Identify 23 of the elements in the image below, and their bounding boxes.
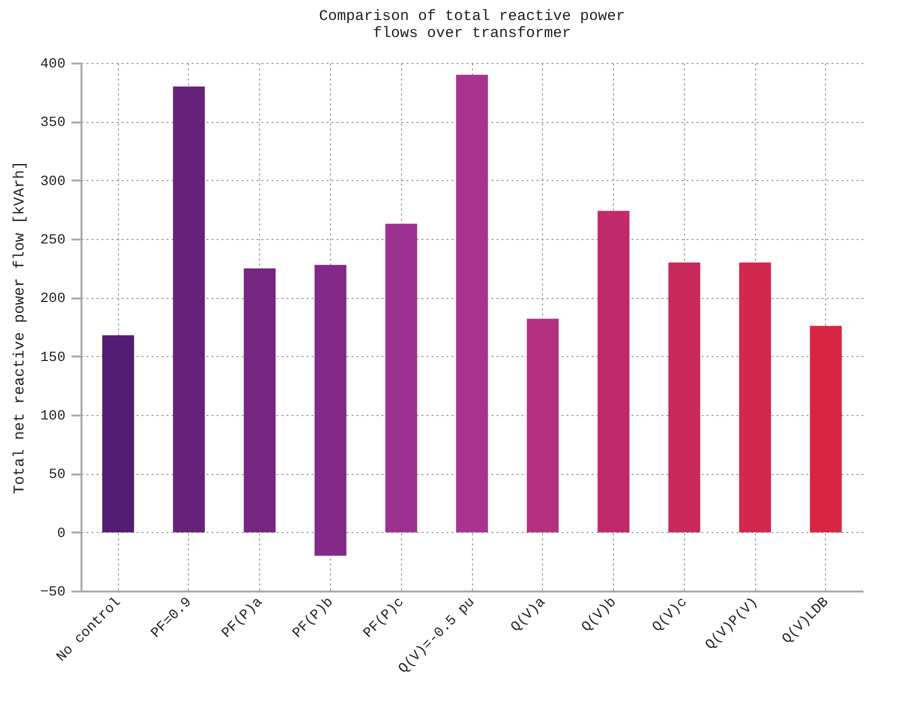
y-tick-label: 350: [40, 115, 66, 132]
y-tick-label: 400: [40, 56, 66, 72]
bar: [385, 224, 418, 532]
y-tick-label: 100: [40, 408, 66, 424]
bar: [244, 268, 276, 532]
bar: [314, 264, 346, 556]
chart-title: Comparison of total reactive power flows over transformer: [318, 8, 626, 42]
y-tick-label: 300: [40, 174, 66, 190]
bar: [173, 86, 205, 532]
y-axis-title: Total net reactive power flow [kVArh]: [11, 160, 28, 494]
y-tick-label: 150: [40, 350, 66, 366]
bar: [598, 210, 630, 532]
bar: [526, 318, 559, 532]
y-tick-label: 250: [40, 232, 66, 248]
bar: [668, 262, 700, 532]
y-tick-label: −50: [40, 584, 66, 600]
bar: [102, 335, 134, 532]
bar: [456, 74, 488, 532]
y-tick-label: 0: [57, 526, 66, 542]
y-tick-label: 200: [40, 291, 66, 308]
bar: [810, 326, 842, 532]
y-tick-label: 50: [48, 467, 66, 484]
bar: [739, 262, 771, 532]
